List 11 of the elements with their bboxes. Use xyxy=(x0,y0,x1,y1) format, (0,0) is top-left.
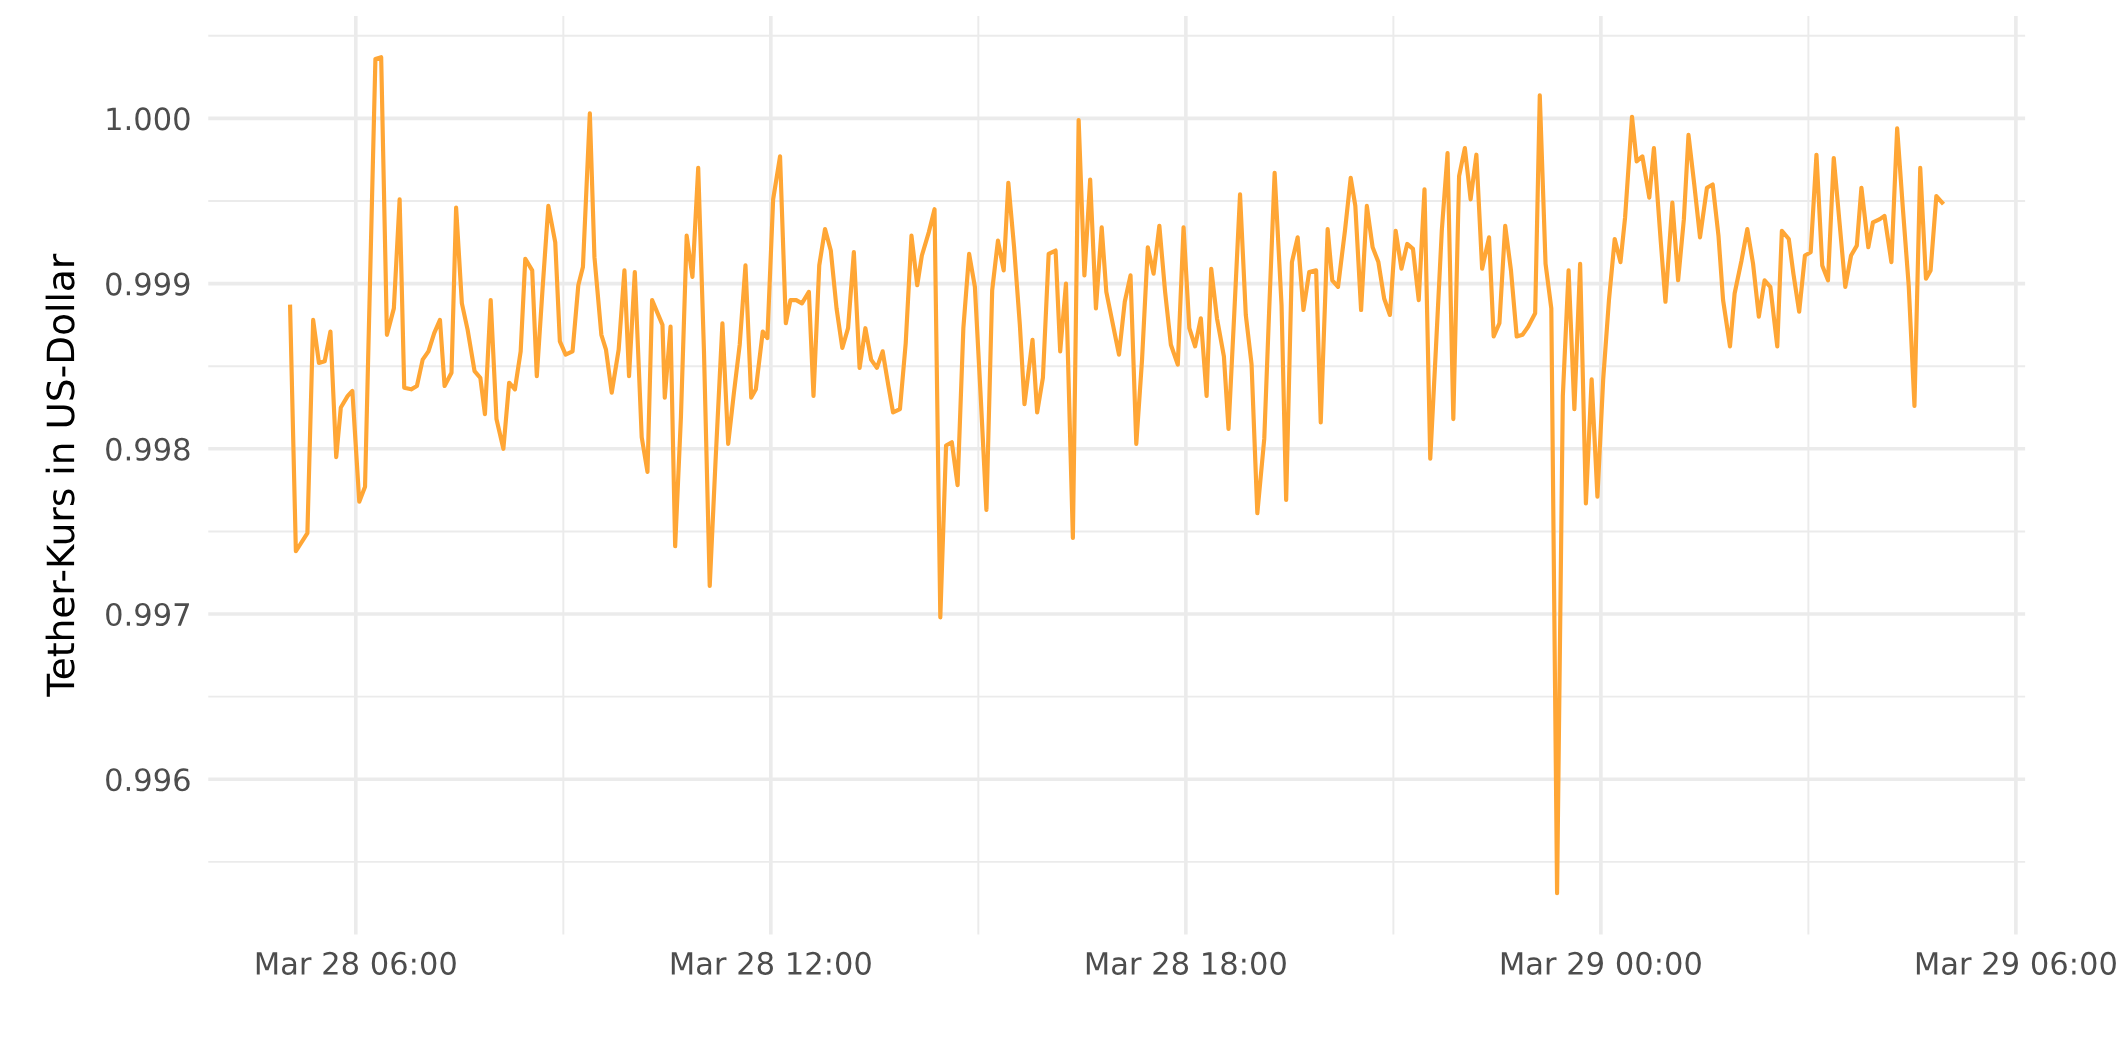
x-tick-label: Mar 29 00:00 xyxy=(1501,951,1701,975)
y-tick-label: 0.999 xyxy=(106,272,190,296)
y-axis-title: Tether-Kurs in US-Dollar xyxy=(45,253,75,697)
y-tick-label: 0.996 xyxy=(106,768,190,792)
y-tick-label: 0.998 xyxy=(106,437,190,461)
y-tick-label: 0.997 xyxy=(106,602,189,627)
x-tick-label: Mar 28 06:00 xyxy=(256,951,456,975)
x-tick-label: Mar 28 18:00 xyxy=(1086,951,1286,975)
x-tick-label: Mar 29 06:00 xyxy=(1916,951,2116,975)
x-tick-label: Mar 28 12:00 xyxy=(671,951,871,975)
y-tick-label: 1.000 xyxy=(107,107,190,131)
